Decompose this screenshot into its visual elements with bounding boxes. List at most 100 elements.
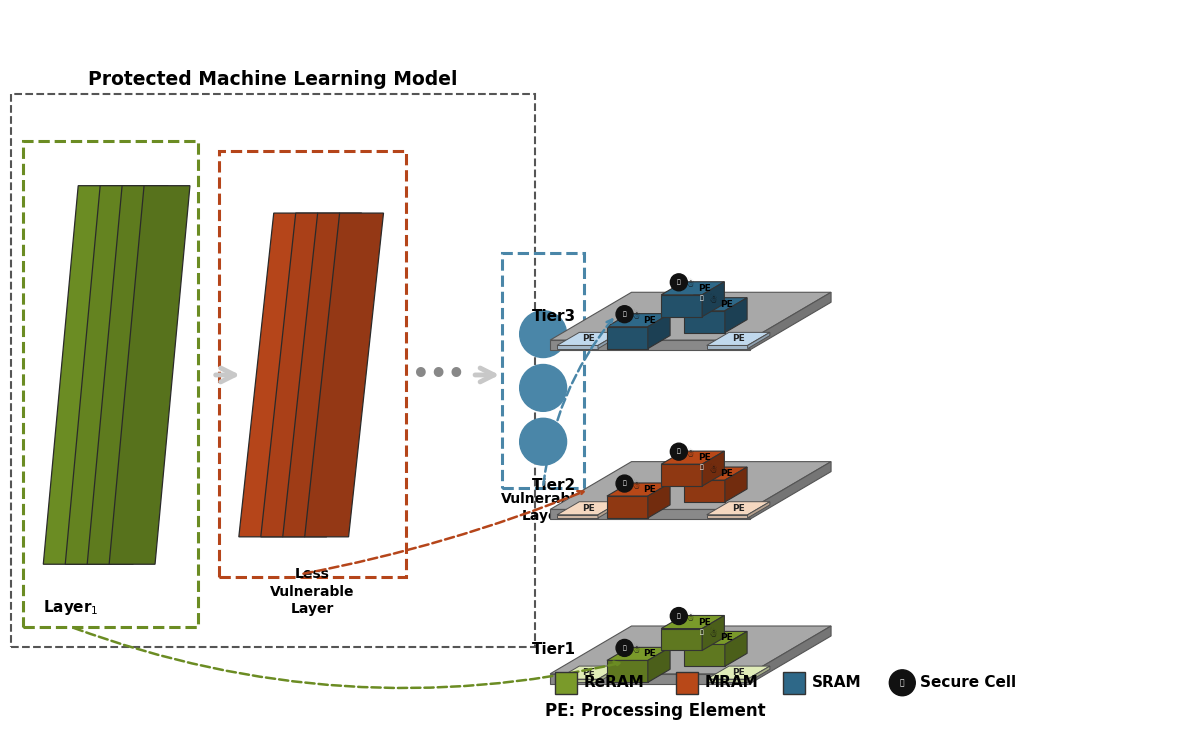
Text: ☃: ☃ [631,645,640,655]
Polygon shape [648,483,670,518]
Polygon shape [109,185,190,564]
Polygon shape [557,666,620,679]
Text: ☃: ☃ [685,280,694,289]
Text: PE: PE [720,300,733,309]
Text: ⚿: ⚿ [700,629,703,635]
Text: ☃: ☃ [631,311,640,321]
Polygon shape [550,510,750,520]
Text: ReRAM: ReRAM [584,675,644,691]
Text: Secure Cell: Secure Cell [920,675,1016,691]
Text: ⚿: ⚿ [700,296,703,301]
Text: PE: PE [720,469,733,478]
Text: Vulnerable
Layer: Vulnerable Layer [500,491,586,523]
Text: PE: PE [720,634,733,642]
Text: PE: PE [697,453,710,462]
Text: ⚿: ⚿ [623,481,626,486]
Circle shape [616,475,634,492]
Circle shape [694,459,710,476]
Circle shape [671,274,688,291]
FancyBboxPatch shape [676,672,697,694]
Polygon shape [707,332,770,345]
Text: ☃: ☃ [708,464,716,475]
Circle shape [694,290,710,307]
Text: PE: Processing Element: PE: Processing Element [545,702,766,720]
Polygon shape [260,213,340,537]
Text: Less
Vulnerable
Layer: Less Vulnerable Layer [270,567,355,616]
Text: ⚿: ⚿ [623,312,626,317]
Polygon shape [661,451,725,464]
Polygon shape [648,314,670,349]
Polygon shape [707,345,748,349]
Polygon shape [550,626,832,674]
Polygon shape [557,515,598,518]
Polygon shape [684,480,725,502]
Text: ⚿: ⚿ [623,645,626,650]
Text: ☃: ☃ [631,480,640,491]
Polygon shape [607,648,670,661]
Polygon shape [557,502,620,515]
Text: Tier3: Tier3 [532,309,576,323]
Text: PE: PE [643,485,656,494]
Polygon shape [607,483,670,496]
Text: PE: PE [582,334,595,343]
Text: Layer$_1$: Layer$_1$ [43,598,100,617]
Polygon shape [550,461,832,510]
Polygon shape [43,185,124,564]
Text: PE: PE [697,284,710,293]
Polygon shape [661,295,702,317]
Text: PE: PE [582,668,595,677]
Text: PE: PE [643,650,656,658]
Text: ☃: ☃ [685,613,694,623]
Polygon shape [607,661,648,683]
Polygon shape [702,451,725,486]
Text: Tier2: Tier2 [532,478,576,493]
Polygon shape [648,648,670,683]
Polygon shape [725,298,748,333]
Text: ⚿: ⚿ [900,678,905,687]
Polygon shape [239,213,318,537]
Text: ☃: ☃ [708,629,716,639]
Polygon shape [607,314,670,327]
Circle shape [616,306,634,323]
Text: PE: PE [643,315,656,325]
Polygon shape [557,679,598,683]
Text: PE: PE [697,618,710,626]
Polygon shape [750,292,832,350]
Polygon shape [550,292,832,340]
Polygon shape [598,332,620,349]
Text: ⚿: ⚿ [677,449,680,455]
Text: PE: PE [582,504,595,512]
Polygon shape [748,332,770,349]
Text: ☃: ☃ [685,449,694,458]
Polygon shape [707,679,748,683]
Text: MRAM: MRAM [704,675,758,691]
Polygon shape [661,615,725,629]
Circle shape [616,639,634,656]
Circle shape [671,607,688,624]
Polygon shape [750,461,832,520]
Polygon shape [305,213,384,537]
Text: SRAM: SRAM [811,675,862,691]
Polygon shape [707,666,770,679]
Text: ☃: ☃ [708,295,716,305]
Polygon shape [557,332,620,345]
Text: PE: PE [732,668,745,677]
Text: Protected Machine Learning Model: Protected Machine Learning Model [88,69,457,88]
Polygon shape [607,327,648,349]
Circle shape [520,311,566,358]
Polygon shape [557,345,598,349]
Polygon shape [88,185,168,564]
Polygon shape [702,282,725,317]
Polygon shape [684,311,725,333]
Polygon shape [283,213,361,537]
Circle shape [889,670,916,696]
Polygon shape [684,645,725,666]
Polygon shape [702,615,725,650]
Circle shape [520,418,566,465]
Polygon shape [661,282,725,295]
Text: ⚿: ⚿ [677,280,680,285]
Polygon shape [684,298,748,311]
FancyBboxPatch shape [556,672,577,694]
Circle shape [694,623,710,640]
Polygon shape [707,515,748,518]
